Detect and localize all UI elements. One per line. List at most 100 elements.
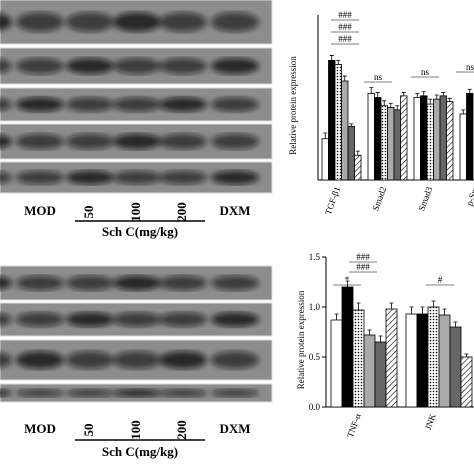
- bar: [413, 97, 421, 181]
- error-bar: [355, 150, 360, 156]
- bar: [341, 80, 349, 181]
- error-bar: [395, 105, 400, 110]
- bar: [367, 92, 375, 181]
- blot-band: [211, 170, 259, 185]
- error-bar: [389, 302, 394, 309]
- error-bar: [453, 321, 458, 327]
- bar: [438, 314, 451, 408]
- blot-band: [0, 313, 12, 326]
- group-label: Sch C(mg/kg): [102, 444, 178, 459]
- blot-band: [113, 351, 161, 369]
- error-bar: [369, 87, 374, 94]
- lane-label: DXM: [219, 421, 250, 436]
- y-axis-label: Relative protein expression: [296, 290, 306, 389]
- blot-band: [66, 58, 114, 74]
- lane-label: 200: [174, 420, 189, 440]
- blot-band: [66, 133, 114, 150]
- y-tick-label: 0.5: [309, 352, 321, 362]
- error-bar: [464, 353, 469, 357]
- blot-band: [159, 133, 207, 150]
- blot-band: [66, 389, 114, 397]
- significance-label: ###: [338, 10, 352, 20]
- blot-band: [16, 351, 64, 369]
- blot-band: [0, 171, 12, 184]
- bar: [449, 326, 462, 408]
- blot-band: [159, 12, 207, 32]
- bar: [347, 125, 355, 181]
- blot-band: [66, 97, 114, 112]
- lane-label: MOD: [24, 203, 56, 218]
- blot-band: [0, 59, 12, 73]
- significance-label: ns: [421, 67, 430, 77]
- error-bar: [415, 92, 420, 98]
- bar: [374, 97, 382, 181]
- error-bar: [345, 280, 350, 287]
- y-axis-label: Relative protein expression: [288, 56, 298, 155]
- blot-band: [66, 312, 114, 327]
- error-bar: [329, 55, 334, 61]
- bar: [400, 95, 408, 181]
- blot-band: [159, 170, 207, 185]
- error-bar: [334, 313, 339, 320]
- significance-label: ###: [356, 252, 370, 262]
- bar: [385, 308, 398, 408]
- blot-band: [211, 351, 259, 369]
- blot-band: [211, 312, 259, 327]
- blot-band: [211, 97, 259, 112]
- blot-band: [113, 389, 161, 397]
- lane-label: 100: [128, 202, 143, 222]
- significance-label: *: [345, 275, 350, 285]
- blot-band: [113, 275, 161, 291]
- bar: [341, 286, 354, 408]
- blot-band: [113, 312, 161, 327]
- y-tick-label: 1.0: [309, 302, 321, 312]
- blot-band: [113, 133, 161, 150]
- lane-label: 50: [81, 206, 96, 219]
- blot-band: [0, 276, 12, 290]
- error-bar: [441, 92, 446, 96]
- blot-band: [211, 12, 259, 32]
- error-bar: [409, 306, 414, 314]
- error-bar: [356, 302, 361, 310]
- blot-band: [16, 133, 64, 150]
- error-bar: [447, 97, 452, 102]
- blot-band: [66, 275, 114, 291]
- bar: [334, 64, 342, 181]
- blot-band: [0, 13, 12, 31]
- blot-band: [0, 389, 12, 397]
- blot-band: [66, 351, 114, 369]
- bar: [427, 306, 440, 408]
- significance-label: ns: [374, 72, 383, 82]
- error-bar: [375, 92, 380, 98]
- x-tick-label: TGF-β1: [323, 185, 342, 216]
- bar: [446, 101, 454, 181]
- bar: [459, 113, 467, 181]
- error-bar: [434, 94, 439, 100]
- blot-band: [16, 97, 64, 112]
- significance-label: ns: [466, 62, 474, 72]
- blot-band: [211, 133, 259, 150]
- blot-band: [16, 275, 64, 291]
- y-tick-label: 1.5: [309, 252, 321, 262]
- bar: [354, 154, 362, 181]
- blot-band: [159, 351, 207, 369]
- y-tick-label: 0.0: [309, 402, 321, 412]
- error-bar: [382, 100, 387, 106]
- blot-band: [211, 58, 259, 74]
- blot-band: [0, 98, 12, 111]
- error-bar: [428, 98, 433, 105]
- blot-band: [16, 12, 64, 32]
- x-tick-label: p-Sm: [464, 185, 474, 207]
- blot-band: [16, 170, 64, 185]
- blot-band: [211, 389, 259, 397]
- x-tick-label: TNF-α: [345, 412, 363, 439]
- bar: [393, 109, 401, 181]
- bar: [439, 95, 447, 181]
- bar: [380, 105, 388, 181]
- blot-band: [16, 312, 64, 327]
- group-label: Sch C(mg/kg): [102, 224, 178, 239]
- lane-label: 200: [174, 202, 189, 222]
- x-tick-label: Smad2: [370, 185, 388, 212]
- lane-label: MOD: [24, 421, 56, 436]
- error-bar: [461, 109, 466, 114]
